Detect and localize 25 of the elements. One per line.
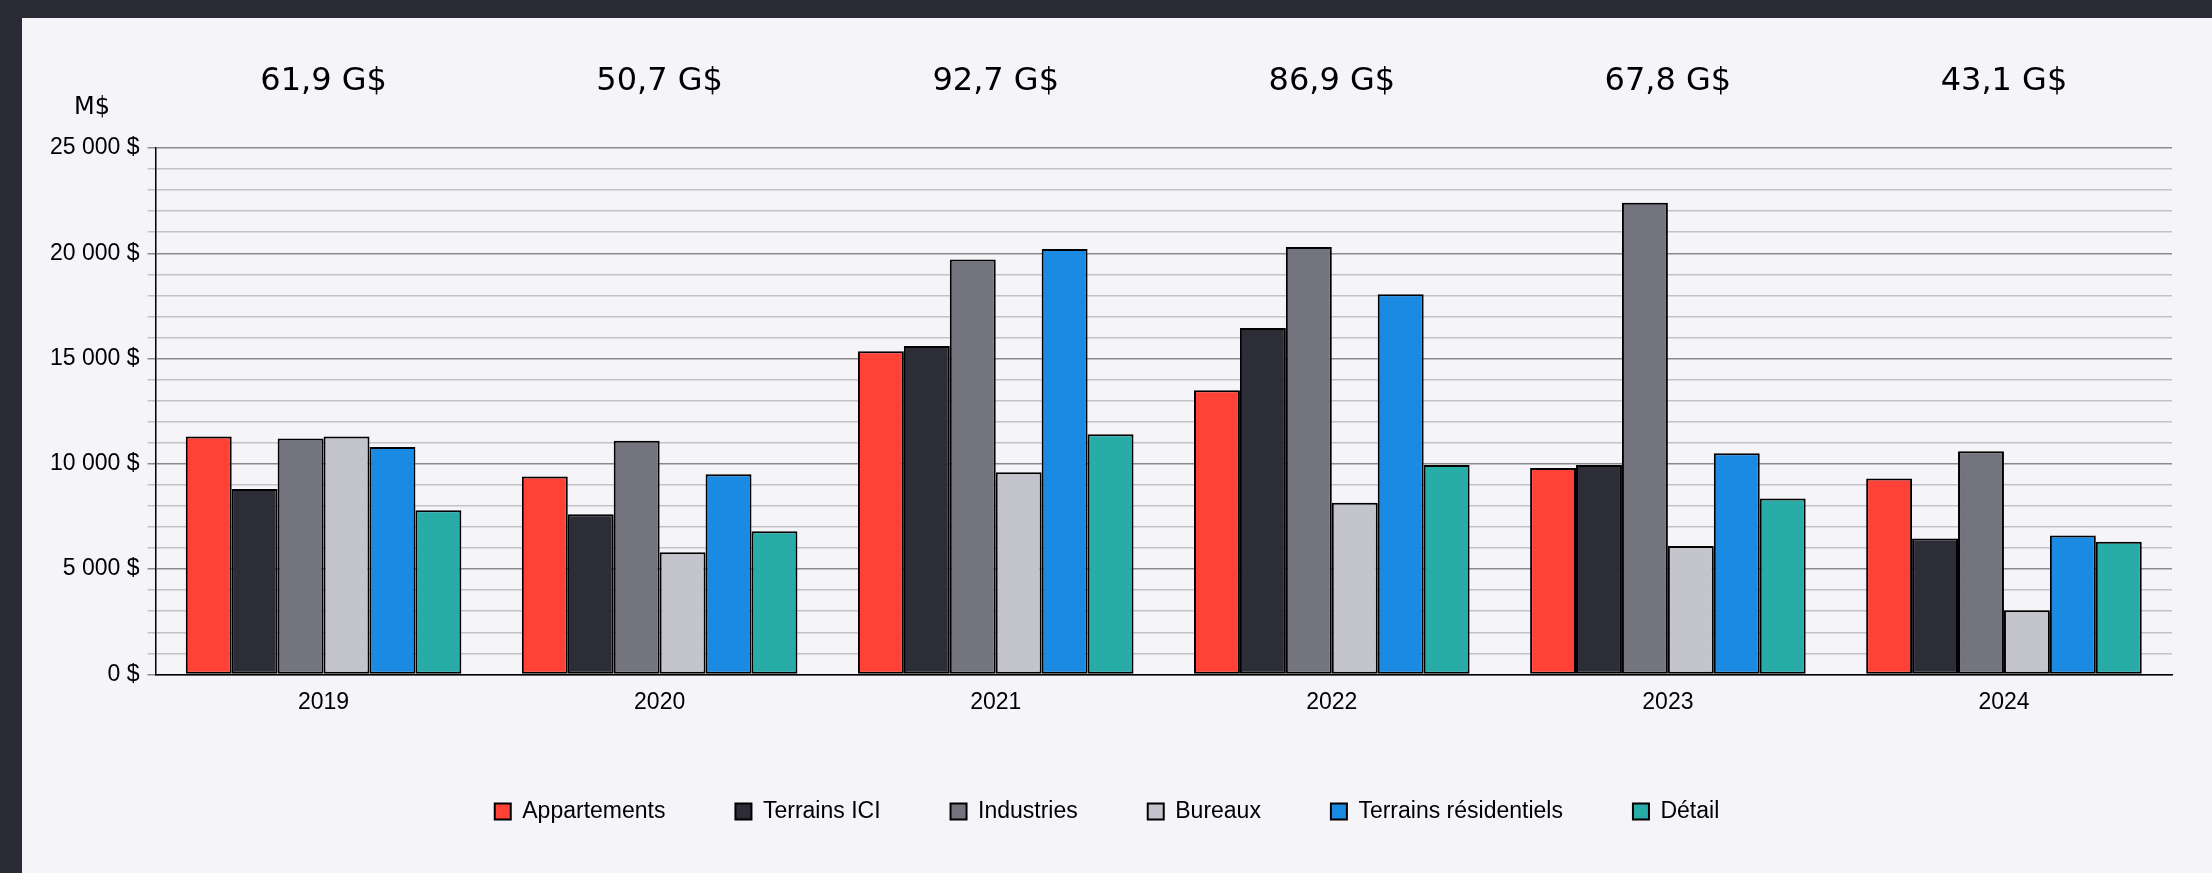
legend-label: Terrains résidentiels <box>1358 796 1563 823</box>
text: 61,9 G$ <box>260 60 387 99</box>
y-tick-label: 10 000 $ <box>50 449 140 476</box>
text: 67,8 G$ <box>1604 60 1732 99</box>
x-tick-label: 2019 <box>297 687 350 714</box>
y-tick-label: 20 000 $ <box>50 238 140 265</box>
x-tick-label: 2022 <box>1306 687 1358 714</box>
text: 92,7 G$ <box>932 60 1060 99</box>
x-tick-label: 2024 <box>1978 687 2030 714</box>
legend-label: Détail <box>1660 796 1720 823</box>
y-tick-label: 15 000 $ <box>50 343 140 370</box>
legend-label: Industries <box>978 796 1078 823</box>
x-tick-label: 2020 <box>634 687 686 714</box>
x-tick-label: 2023 <box>1642 687 1694 714</box>
legend-label: Terrains ICI <box>762 796 881 823</box>
y-tick-label: 0 $ <box>107 659 140 686</box>
y-axis-title: M$ <box>74 92 110 121</box>
x-tick-label: 2021 <box>970 687 1022 714</box>
y-tick-label: 25 000 $ <box>50 133 140 160</box>
legend-label: Bureaux <box>1175 796 1262 823</box>
text: 86,9 G$ <box>1268 60 1396 99</box>
text: 50,7 G$ <box>596 60 723 99</box>
y-tick-label: 5 000 $ <box>62 554 140 581</box>
legend-label: Appartements <box>522 796 666 823</box>
text: 43,1 G$ <box>1940 60 2068 99</box>
